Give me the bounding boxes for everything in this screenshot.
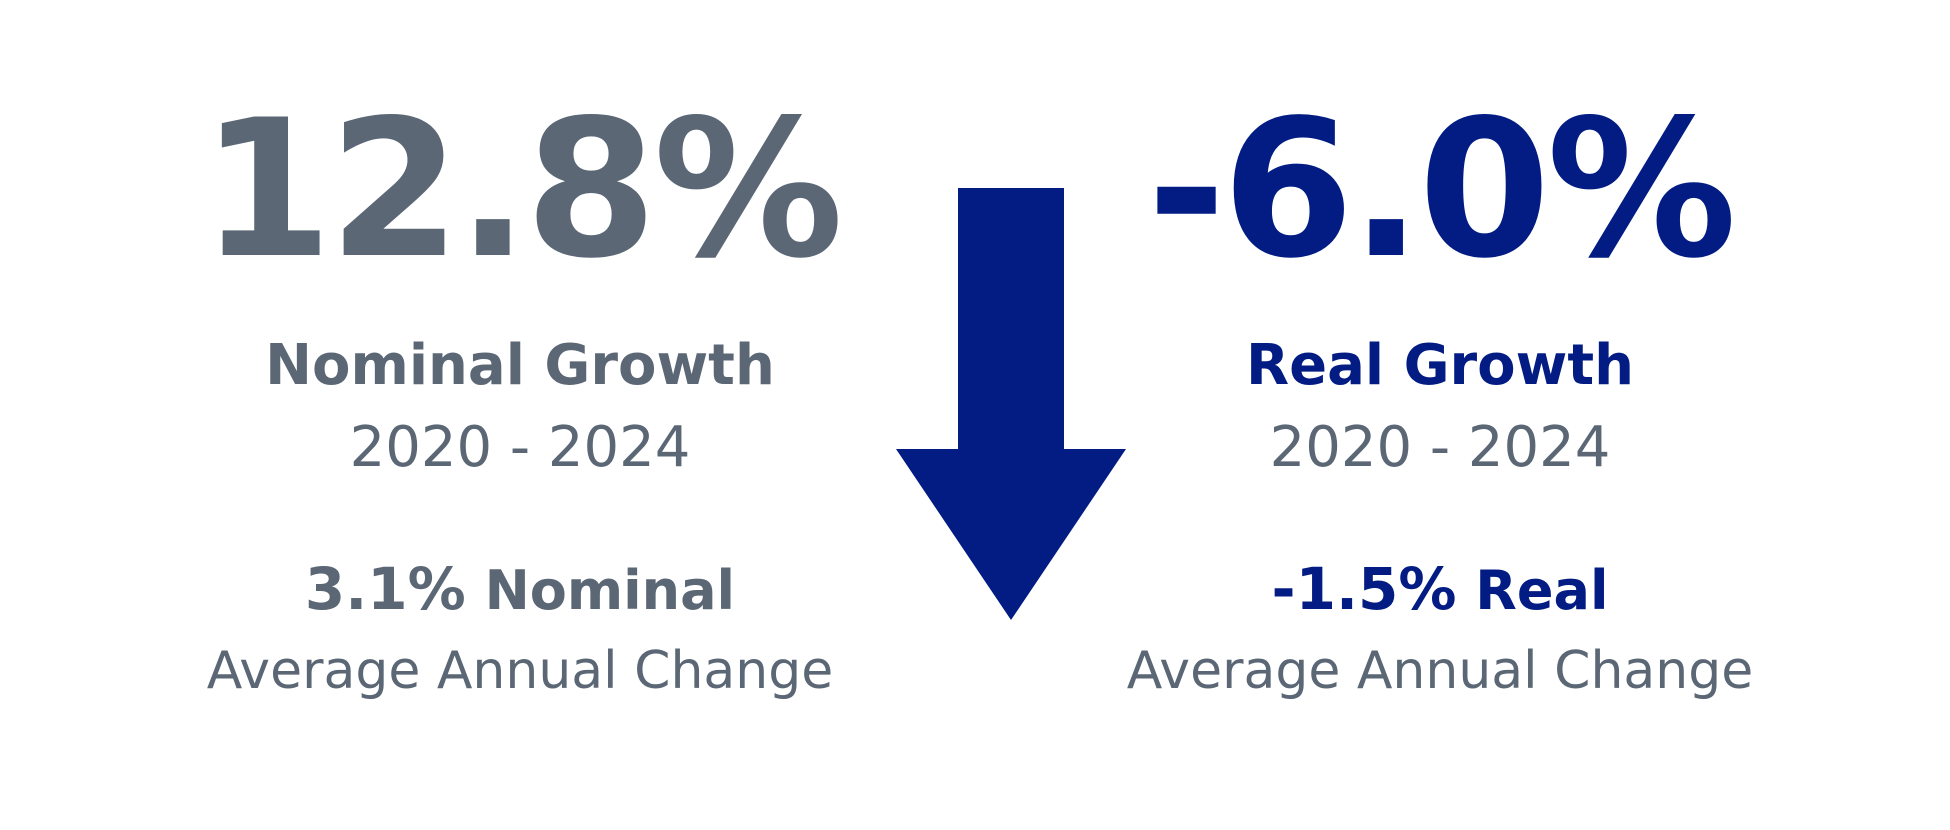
real-period: 2020 - 2024 bbox=[1269, 415, 1611, 480]
nominal-average-label: Nominal bbox=[484, 559, 736, 622]
real-growth-value: -6.0% bbox=[1147, 79, 1737, 300]
real-average-value: -1.5% bbox=[1271, 555, 1457, 623]
real-average-label: Real bbox=[1475, 559, 1609, 622]
nominal-average-caption: Average Annual Change bbox=[206, 641, 834, 701]
real-growth-title: Real Growth bbox=[1245, 333, 1634, 398]
nominal-average-line: 3.1% Nominal bbox=[160, 560, 880, 618]
real-average-line: -1.5% Real bbox=[1080, 560, 1800, 618]
real-panel: -6.0% Real Growth 2020 - 2024 -1.5% Real… bbox=[1080, 0, 1800, 830]
nominal-growth-value: 12.8% bbox=[200, 79, 843, 300]
nominal-average-value: 3.1% bbox=[304, 555, 466, 623]
nominal-period: 2020 - 2024 bbox=[349, 415, 691, 480]
real-average-caption: Average Annual Change bbox=[1126, 641, 1754, 701]
arrow-shape bbox=[896, 188, 1126, 620]
nominal-growth-title: Nominal Growth bbox=[265, 333, 775, 398]
arrow-down-icon bbox=[896, 188, 1126, 620]
nominal-panel: 12.8% Nominal Growth 2020 - 2024 3.1% No… bbox=[160, 0, 880, 830]
